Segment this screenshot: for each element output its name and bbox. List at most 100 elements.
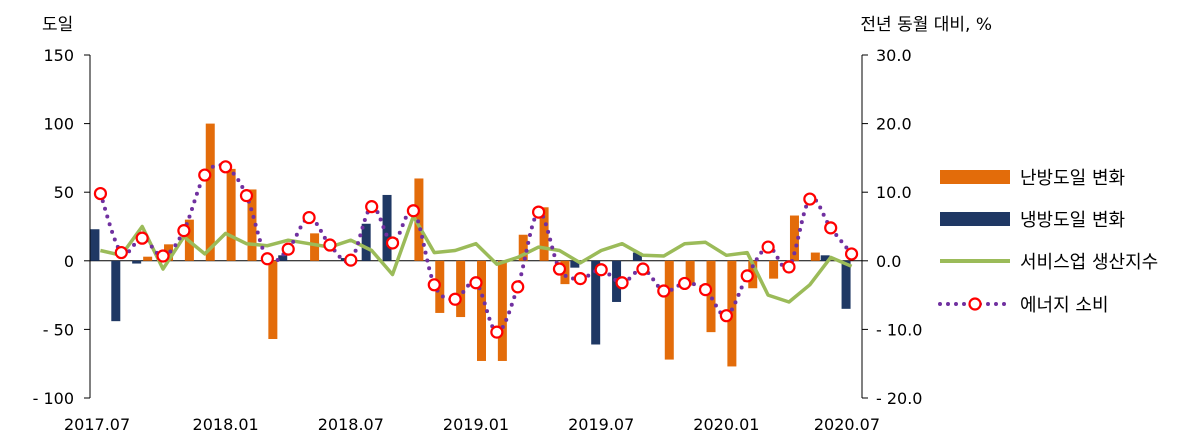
heating-degree-bar — [706, 260, 716, 333]
right-tick-label: 30.0 — [876, 46, 912, 65]
energy-consumption-marker — [678, 276, 692, 291]
heating-degree-bar — [310, 233, 320, 261]
heating-degree-bar — [518, 234, 528, 261]
left-tick-label: 100 — [43, 115, 74, 134]
heating-degree-bar — [685, 260, 695, 286]
legend-swatch-bar — [940, 212, 1010, 226]
energy-consumption-marker — [594, 263, 608, 277]
cooling-degree-bar — [632, 252, 642, 261]
energy-consumption-marker — [740, 269, 754, 283]
left-tick-label: - 100 — [33, 389, 74, 408]
energy-consumption-marker — [427, 278, 441, 292]
energy-consumption-marker — [260, 252, 274, 266]
left-tick-label: 0 — [64, 252, 74, 271]
legend-label: 에너지 소비 — [1020, 295, 1109, 316]
right-tick-label: - 10.0 — [876, 320, 922, 339]
energy-consumption-marker — [469, 276, 483, 290]
lines-group — [93, 160, 859, 339]
energy-consumption-marker — [844, 247, 859, 261]
energy-consumption-marker — [281, 242, 295, 256]
energy-consumption-marker — [511, 280, 525, 294]
right-tick-label: 0.0 — [876, 252, 901, 271]
energy-consumption-marker — [657, 284, 671, 298]
heating-degree-bar — [539, 207, 549, 261]
service-production-line — [100, 214, 853, 304]
x-tick-label: 2017.07 — [64, 415, 130, 434]
energy-consumption-marker — [198, 168, 212, 182]
left-tick-label: 50 — [54, 183, 74, 202]
heating-degree-bar — [247, 189, 257, 261]
x-tick-label: 2018.01 — [193, 415, 259, 434]
x-tick-label: 2020.07 — [814, 415, 880, 434]
energy-consumption-marker — [114, 245, 128, 260]
legend-label: 냉방도일 변화 — [1020, 210, 1125, 231]
left-tick-label: 150 — [43, 46, 74, 65]
energy-consumption-marker — [490, 325, 504, 339]
energy-consumption-marker — [552, 262, 567, 276]
cooling-degree-bar — [570, 260, 580, 268]
right-tick-label: 10.0 — [876, 183, 912, 202]
heating-degree-bar — [143, 256, 153, 261]
left-axis-title: 도일 — [42, 15, 73, 35]
energy-consumption-marker — [698, 283, 713, 297]
energy-consumption-marker — [448, 292, 462, 306]
energy-consumption-marker — [573, 272, 587, 286]
cooling-degree-bar — [591, 260, 601, 345]
left-tick-label: - 50 — [43, 320, 74, 339]
legend-label: 난방도일 변화 — [1020, 168, 1125, 189]
heating-degree-bar — [497, 260, 507, 361]
cooling-degree-bar — [278, 255, 288, 261]
legend-label: 서비스업 생산지수 — [1020, 252, 1158, 273]
energy-consumption-marker — [219, 160, 233, 174]
axes-group: 150 100 50 0 - 50 - 100 30.0 20.0 10.0 0.0 - 10.0 -… — [33, 46, 923, 434]
energy-consumption-marker — [93, 186, 108, 201]
heating-degree-bar — [414, 178, 424, 261]
energy-consumption-marker — [719, 309, 733, 323]
x-tick-label: 2018.07 — [318, 415, 384, 434]
energy-consumption-marker — [323, 238, 337, 252]
heating-degree-bar — [268, 260, 278, 340]
energy-consumption-marker — [156, 249, 170, 263]
x-tick-label: 2019.07 — [568, 415, 634, 434]
right-axis-title: 전년 동월 대비, % — [860, 15, 992, 35]
energy-consumption-marker — [782, 260, 796, 274]
x-tick-label: 2019.01 — [443, 415, 509, 434]
energy-consumption-marker — [135, 231, 149, 245]
heating-degree-bar — [769, 260, 779, 279]
energy-consumption-marker — [365, 200, 379, 214]
cooling-degree-bar — [841, 260, 851, 309]
cooling-degree-bar — [820, 255, 830, 261]
heating-degree-bar — [810, 252, 820, 261]
heating-degree-bar — [477, 260, 486, 361]
cooling-degree-bar — [132, 260, 142, 264]
cooling-degree-bar — [111, 260, 121, 322]
heating-degree-bar — [664, 260, 674, 360]
energy-consumption-marker — [803, 192, 817, 206]
energy-consumption-marker — [344, 253, 358, 267]
energy-consumption-marker — [636, 262, 650, 276]
x-tick-label: 2020.01 — [693, 415, 759, 434]
right-tick-label: 20.0 — [876, 115, 912, 134]
heating-degree-bar — [205, 123, 215, 261]
energy-consumption-marker — [239, 189, 254, 203]
cooling-degree-bar — [90, 229, 100, 261]
legend-swatch-marker — [968, 297, 982, 311]
energy-consumption-marker — [761, 240, 775, 254]
heating-degree-bar — [226, 168, 236, 261]
energy-consumption-marker — [177, 224, 191, 238]
right-tick-label: - 20.0 — [876, 389, 922, 408]
energy-consumption-marker — [302, 210, 316, 225]
heating-degree-bar — [789, 215, 799, 261]
cooling-degree-bar — [361, 223, 371, 261]
energy-consumption-marker — [406, 204, 421, 218]
heating-degree-bar — [456, 260, 466, 318]
cooling-degree-bar — [382, 194, 392, 261]
energy-consumption-marker — [385, 236, 400, 250]
energy-consumption-marker — [824, 221, 838, 235]
energy-consumption-marker — [531, 205, 546, 219]
legend-swatch-bar — [940, 170, 1010, 184]
energy-consumption-marker — [615, 276, 629, 290]
